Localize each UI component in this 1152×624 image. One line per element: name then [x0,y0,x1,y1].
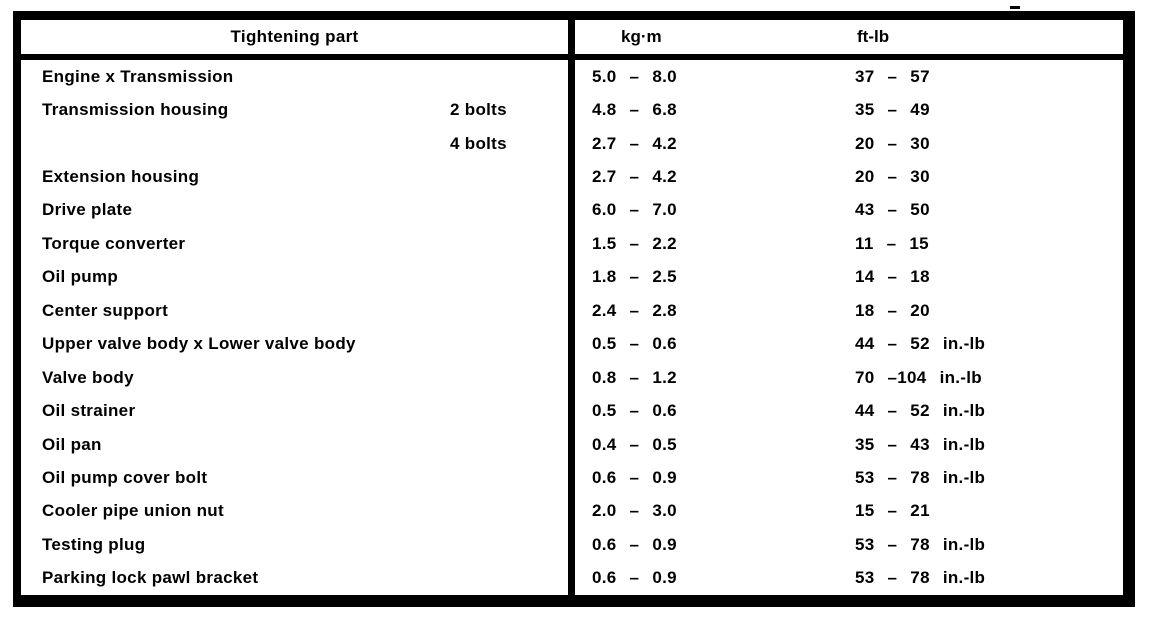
table-body: Engine x Transmission 5.0 – 8.0 37 – 57 Tra… [21,60,1123,595]
kgm-value: 2.7 – 4.2 [592,133,677,153]
kgm-value: 2.4 – 2.8 [592,300,677,320]
ftlb-value: 44 – 52 in.-lb [855,401,986,421]
ftlb-value: 18 – 20 [855,300,930,320]
column-header-kgm: kg·m [621,27,662,46]
kgm-value: 0.6 – 0.9 [592,467,677,487]
table-row: Torque converter 1.5 – 2.2 11 – 15 [21,227,1123,260]
scan-artifact [1010,6,1020,9]
kgm-value: 0.6 – 0.9 [592,534,677,554]
part-name: Parking lock pawl bracket [42,568,259,588]
column-header-ftlb: ft-lb [857,27,890,46]
part-name: Oil pump [42,267,119,287]
bolt-count-label: 4 bolts [450,133,507,153]
kgm-value: 6.0 – 7.0 [592,200,677,220]
table-row: Transmission housing 2 bolts 4.8 – 6.8 35 –… [21,93,1123,126]
table-row: Oil pan 0.4 – 0.5 35 – 43 in.-lb [21,428,1123,461]
kgm-value: 0.6 – 0.9 [592,568,677,588]
part-name: Upper valve body x Lower valve body [42,334,356,354]
part-name: Oil pump cover bolt [42,467,208,487]
ftlb-value: 15 – 21 [855,501,930,521]
ftlb-value: 20 – 30 [855,133,930,153]
bolt-count-label: 2 bolts [450,100,507,120]
part-name: Cooler pipe union nut [42,501,224,521]
part-name: Valve body [42,367,134,387]
part-name: Drive plate [42,200,133,220]
table-row: Drive plate 6.0 – 7.0 43 – 50 [21,194,1123,227]
table-row: Extension housing 2.7 – 4.2 20 – 30 [21,160,1123,193]
part-name: Center support [42,300,169,320]
kgm-value: 2.0 – 3.0 [592,501,677,521]
table-row: Oil pump cover bolt 0.6 – 0.9 53 – 78 in.-… [21,461,1123,494]
kgm-value: 1.8 – 2.5 [592,267,677,287]
table-row: Oil pump 1.8 – 2.5 14 – 18 [21,261,1123,294]
kgm-value: 0.5 – 0.6 [592,334,677,354]
part-name: Engine x Transmission [42,66,234,86]
kgm-value: 4.8 – 6.8 [592,100,677,120]
ftlb-value: 20 – 30 [855,167,930,187]
kgm-value: 0.4 – 0.5 [592,434,677,454]
table-row: Cooler pipe union nut 2.0 – 3.0 15 – 21 [21,495,1123,528]
ftlb-value: 11 – 15 [855,233,929,253]
part-name: Testing plug [42,534,146,554]
ftlb-value: 53 – 78 in.-lb [855,467,986,487]
ftlb-value: 37 – 57 [855,66,930,86]
torque-spec-table: Tightening part kg·m ft-lb Engine x Tran… [13,11,1135,607]
table-row: Oil strainer 0.5 – 0.6 44 – 52 in.-lb [21,394,1123,427]
kgm-value: 5.0 – 8.0 [592,66,677,86]
table-row: Parking lock pawl bracket 0.6 – 0.9 53 – 7… [21,562,1123,595]
ftlb-value: 70 –104 in.-lb [855,367,982,387]
kgm-value: 0.8 – 1.2 [592,367,677,387]
table-row: Center support 2.4 – 2.8 18 – 20 [21,294,1123,327]
part-name: Torque converter [42,233,186,253]
part-name: Transmission housing [42,100,229,120]
ftlb-value: 14 – 18 [855,267,930,287]
part-name: Oil pan [42,434,102,454]
ftlb-value: 35 – 49 [855,100,930,120]
table-row: Upper valve body x Lower valve body 0.5 –… [21,328,1123,361]
part-name: Oil strainer [42,401,136,421]
kgm-value: 2.7 – 4.2 [592,167,677,187]
table-row: 4 bolts 2.7 – 4.2 20 – 30 [21,127,1123,160]
ftlb-value: 43 – 50 [855,200,930,220]
ftlb-value: 53 – 78 in.-lb [855,568,986,588]
ftlb-value: 35 – 43 in.-lb [855,434,986,454]
kgm-value: 1.5 – 2.2 [592,233,677,253]
kgm-value: 0.5 – 0.6 [592,401,677,421]
table-row: Valve body 0.8 – 1.2 70 –104 in.-lb [21,361,1123,394]
table-row: Engine x Transmission 5.0 – 8.0 37 – 57 [21,60,1123,93]
table-row: Testing plug 0.6 – 0.9 53 – 78 in.-lb [21,528,1123,561]
ftlb-value: 44 – 52 in.-lb [855,334,986,354]
column-divider [568,20,575,595]
column-header-tightening-part: Tightening part [230,27,359,46]
ftlb-value: 53 – 78 in.-lb [855,534,986,554]
part-name: Extension housing [42,167,200,187]
